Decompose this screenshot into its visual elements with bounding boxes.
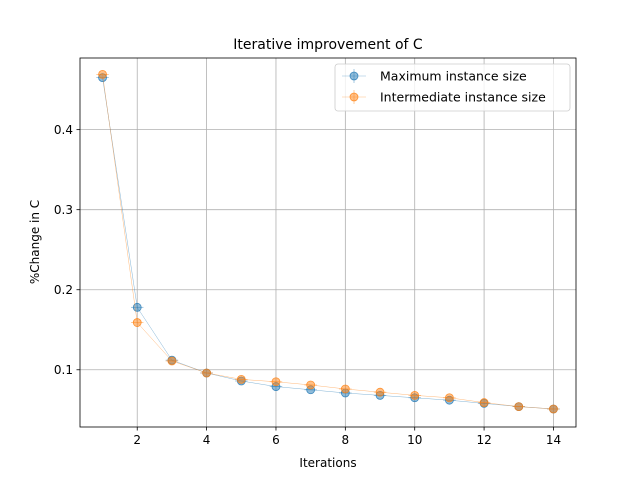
grid [80, 58, 576, 427]
y-tick-label: 0.4 [54, 123, 73, 137]
legend-box [334, 63, 571, 112]
data-point-intermediate [167, 356, 177, 366]
legend-entry-intermediate: Intermediate instance size [342, 90, 546, 105]
y-tick-label: 0.2 [54, 283, 73, 297]
plot-frame [79, 57, 577, 428]
series-layer [96, 70, 560, 414]
chart-title: Iterative improvement of C [233, 37, 423, 53]
x-tick-label: 8 [342, 433, 350, 447]
data-point-intermediate [202, 368, 212, 378]
x-tick-label: 14 [546, 433, 561, 447]
data-point-intermediate [514, 402, 524, 411]
x-axis-label: Iterations [299, 456, 356, 470]
legend-marker-maximum [349, 71, 359, 81]
legend-marker-intermediate [349, 92, 359, 102]
data-point-intermediate [479, 398, 489, 407]
data-point-intermediate [132, 318, 142, 327]
y-axis-label: %Change in C [28, 200, 42, 284]
y-tick-label: 0.1 [54, 363, 73, 377]
data-point-maximum [132, 302, 142, 312]
data-point-intermediate [340, 384, 350, 394]
x-tick-label: 2 [133, 433, 141, 447]
data-point-intermediate [306, 380, 316, 390]
x-tick-label: 10 [407, 433, 422, 447]
data-point-intermediate [549, 404, 558, 414]
axis-ticks: 2 4 6 8 10 12 14 0.1 0.2 0.3 0.4 [54, 123, 561, 447]
legend-label-intermediate: Intermediate instance size [380, 90, 546, 105]
data-point-intermediate [98, 70, 107, 79]
x-tick-label: 4 [203, 433, 211, 447]
data-point-intermediate [271, 377, 281, 387]
data-point-intermediate [410, 390, 420, 400]
data-point-intermediate [236, 374, 246, 384]
series-line-intermediate [102, 74, 554, 410]
x-tick-label: 12 [476, 433, 491, 447]
x-tick-label: 6 [272, 433, 280, 447]
data-point-intermediate [444, 393, 454, 403]
legend: Maximum instance size Intermediate insta… [334, 63, 571, 112]
series-intermediate [96, 70, 560, 414]
legend-entry-maximum: Maximum instance size [342, 69, 527, 84]
data-point-intermediate [375, 387, 385, 397]
legend-label-maximum: Maximum instance size [380, 69, 527, 84]
y-tick-label: 0.3 [54, 203, 73, 217]
